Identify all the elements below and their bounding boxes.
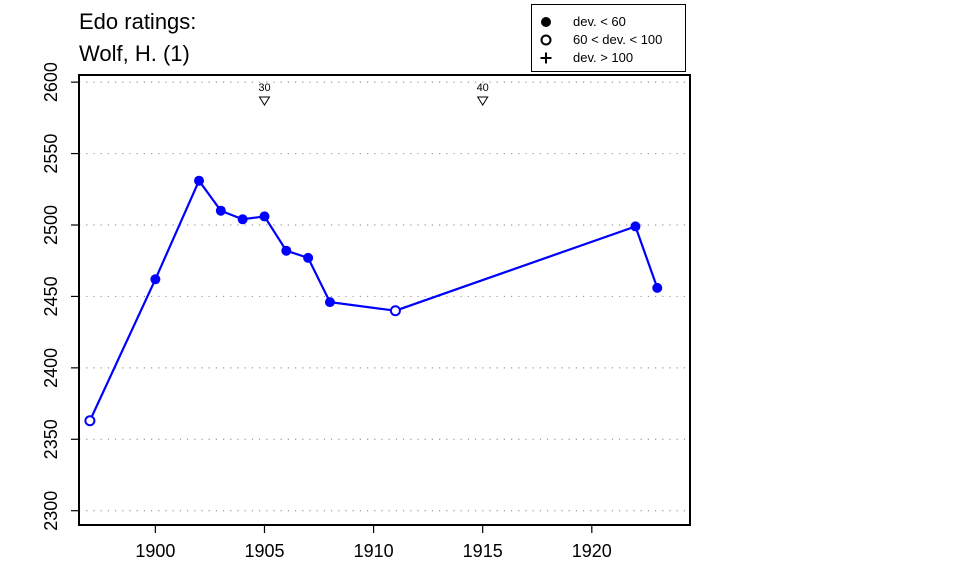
- legend-item-filled: dev. < 60: [532, 13, 682, 31]
- data-point: [303, 252, 314, 263]
- data-point: [630, 221, 641, 232]
- x-tick-label: 1920: [572, 541, 612, 561]
- x-tick-label: 1910: [354, 541, 394, 561]
- y-tick-label: 2450: [41, 276, 61, 316]
- chart-subtitle: Wolf, H. (1): [79, 41, 190, 66]
- filled-circle-icon: [541, 17, 551, 27]
- legend-label-filled: dev. < 60: [573, 14, 626, 29]
- data-point: [194, 175, 205, 186]
- x-tick-label: 1900: [135, 541, 175, 561]
- data-point: [652, 282, 663, 293]
- y-tick-label: 2350: [41, 419, 61, 459]
- y-tick-label: 2550: [41, 134, 61, 174]
- data-point: [215, 205, 226, 216]
- x-tick-label: 1915: [463, 541, 503, 561]
- data-point: [84, 415, 96, 427]
- data-point: [259, 211, 270, 222]
- data-point: [150, 274, 161, 285]
- data-point: [324, 297, 335, 308]
- legend: dev. < 60 60 < dev. < 100 dev. > 100: [531, 4, 686, 72]
- plot-frame: [78, 74, 691, 526]
- series-line: [88, 178, 659, 422]
- marker-label: 40: [477, 82, 489, 94]
- y-tick-label: 2500: [41, 205, 61, 245]
- y-tick-label: 2300: [41, 491, 61, 531]
- legend-item-plus: dev. > 100: [532, 49, 682, 67]
- marker-triangle: [476, 96, 489, 106]
- marker-triangle: [258, 96, 271, 106]
- plus-icon: [540, 52, 552, 64]
- data-point: [237, 214, 248, 225]
- legend-label-open: 60 < dev. < 100: [573, 32, 663, 47]
- data-point: [389, 305, 401, 317]
- chart-title: Edo ratings:: [79, 9, 197, 34]
- x-tick-label: 1905: [244, 541, 284, 561]
- marker-label: 30: [258, 82, 270, 94]
- legend-item-open: 60 < dev. < 100: [532, 31, 682, 49]
- legend-label-plus: dev. > 100: [573, 50, 634, 65]
- open-circle-icon: [540, 34, 552, 46]
- y-tick-label: 2600: [41, 62, 61, 102]
- data-point: [281, 245, 292, 256]
- y-tick-label: 2400: [41, 348, 61, 388]
